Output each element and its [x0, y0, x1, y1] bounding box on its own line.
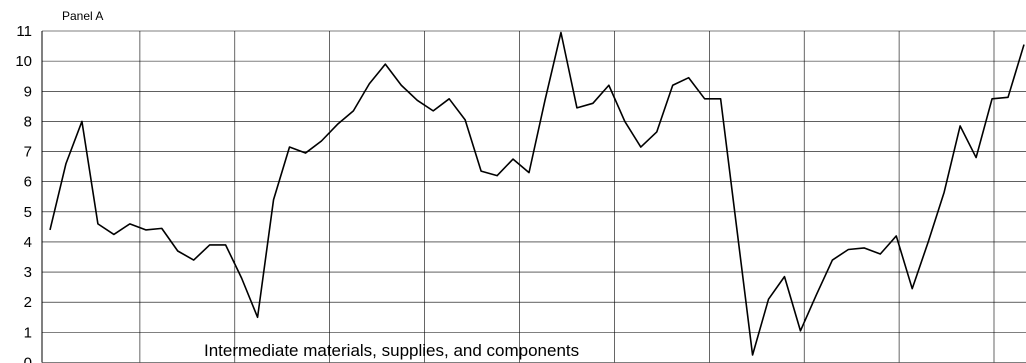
y-tick-label: 2: [24, 294, 32, 311]
panel-label: Panel A: [62, 9, 103, 23]
y-tick-label: 4: [24, 234, 32, 251]
y-tick-label: 8: [24, 113, 32, 130]
y-tick-label: 6: [24, 174, 32, 191]
y-tick-label: 0: [24, 355, 32, 363]
y-axis-labels: 0 1 2 3 4 5 6 7 8 9 10 11: [15, 23, 32, 363]
y-tick-label: 3: [24, 264, 32, 281]
y-tick-label: 9: [24, 83, 32, 100]
y-tick-label: 1: [24, 324, 32, 341]
y-tick-label: 11: [16, 23, 32, 40]
series-line: [49, 31, 1025, 356]
y-tick-label: 10: [15, 53, 32, 70]
y-tick-label: 7: [24, 144, 32, 161]
y-tick-label: 5: [24, 204, 32, 221]
chart-grid: [42, 30, 1026, 363]
chart-annotation: Intermediate materials, supplies, and co…: [204, 341, 579, 360]
